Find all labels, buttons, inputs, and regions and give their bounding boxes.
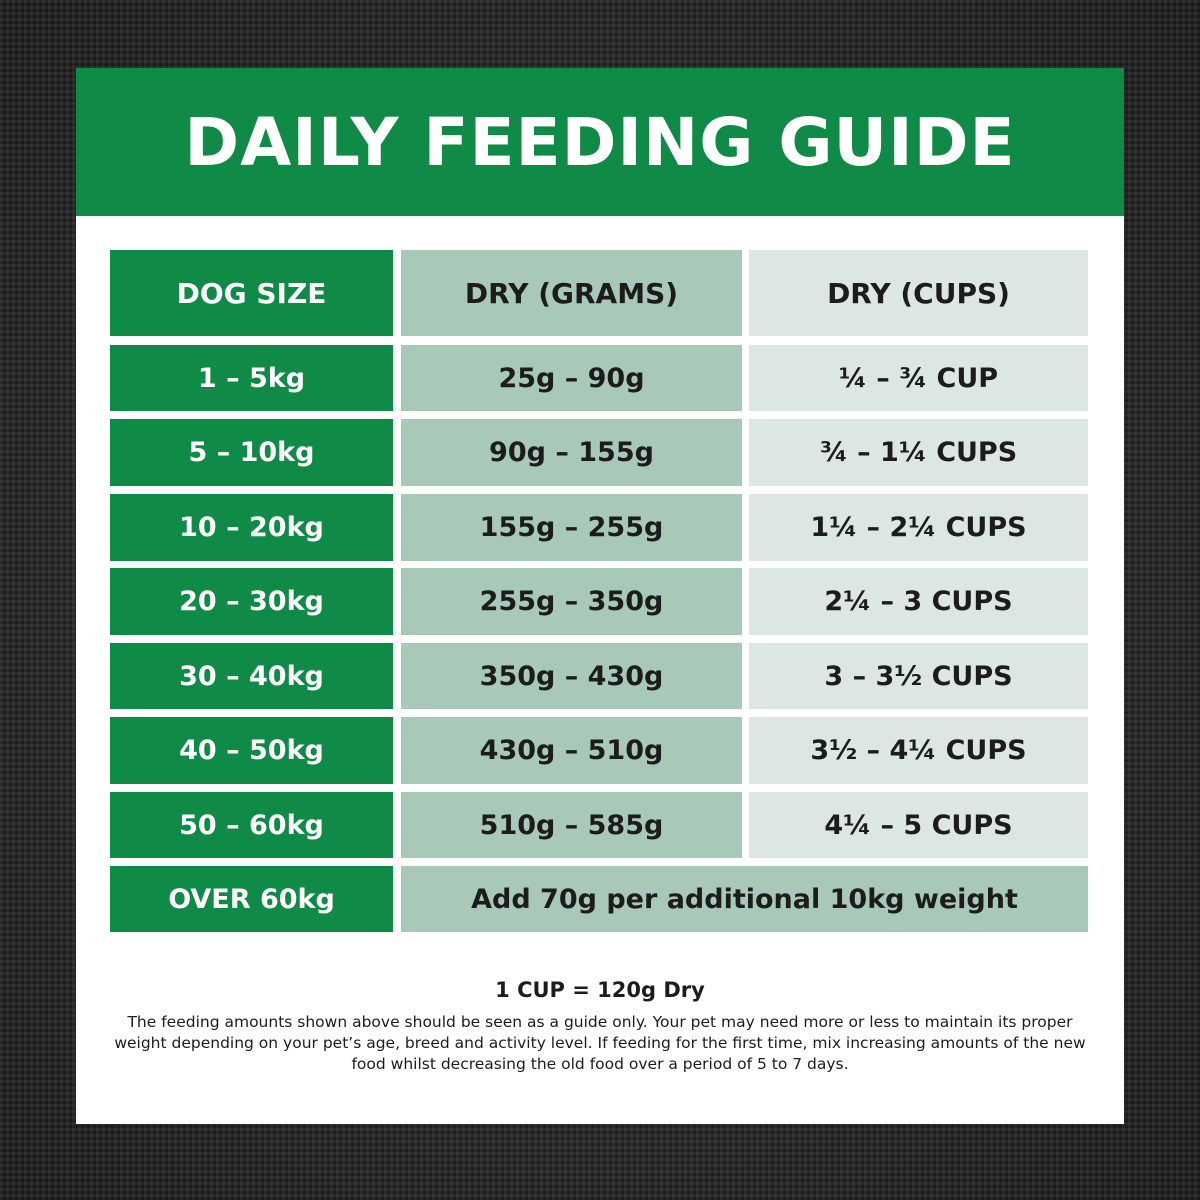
dry-cups-cell: 3½ – 4¼ CUPS — [749, 717, 1088, 784]
dry-grams-cell: 90g – 155g — [401, 419, 742, 486]
column-header-dry-grams: DRY (GRAMS) — [401, 250, 742, 336]
dry-cups-cell: 2¼ – 3 CUPS — [749, 568, 1088, 635]
feeding-disclaimer: The feeding amounts shown above should b… — [114, 1013, 1086, 1073]
additional-weight-note: Add 70g per additional 10kg weight — [401, 866, 1088, 932]
dog-size-cell-over-60kg: OVER 60kg — [110, 866, 393, 932]
feeding-guide-card: DAILY FEEDING GUIDE DOG SIZE DRY (GRAMS)… — [76, 68, 1124, 1124]
dry-grams-cell: 25g – 90g — [401, 345, 742, 411]
cup-conversion: 1 CUP = 120g Dry — [495, 978, 705, 1002]
dog-size-cell: 1 – 5kg — [110, 345, 393, 411]
dog-size-cell: 40 – 50kg — [110, 717, 393, 784]
page-title: DAILY FEEDING GUIDE — [184, 103, 1016, 181]
dry-cups-cell: 1¼ – 2¼ CUPS — [749, 494, 1088, 561]
dry-grams-cell: 155g – 255g — [401, 494, 742, 561]
column-header-dog-size: DOG SIZE — [110, 250, 393, 336]
dry-grams-cell: 510g – 585g — [401, 792, 742, 858]
dry-grams-cell: 255g – 350g — [401, 568, 742, 635]
dry-cups-cell: 4¼ – 5 CUPS — [749, 792, 1088, 858]
column-header-dry-cups: DRY (CUPS) — [749, 250, 1088, 336]
title-banner: DAILY FEEDING GUIDE — [76, 68, 1124, 216]
dog-size-cell: 5 – 10kg — [110, 419, 393, 486]
dog-size-cell: 30 – 40kg — [110, 643, 393, 709]
dry-cups-cell: ¾ – 1¼ CUPS — [749, 419, 1088, 486]
dog-size-cell: 20 – 30kg — [110, 568, 393, 635]
dry-cups-cell: 3 – 3½ CUPS — [749, 643, 1088, 709]
dry-cups-cell: ¼ – ¾ CUP — [749, 345, 1088, 411]
dry-grams-cell: 430g – 510g — [401, 717, 742, 784]
dry-grams-cell: 350g – 430g — [401, 643, 742, 709]
dog-size-cell: 10 – 20kg — [110, 494, 393, 561]
dog-size-cell: 50 – 60kg — [110, 792, 393, 858]
